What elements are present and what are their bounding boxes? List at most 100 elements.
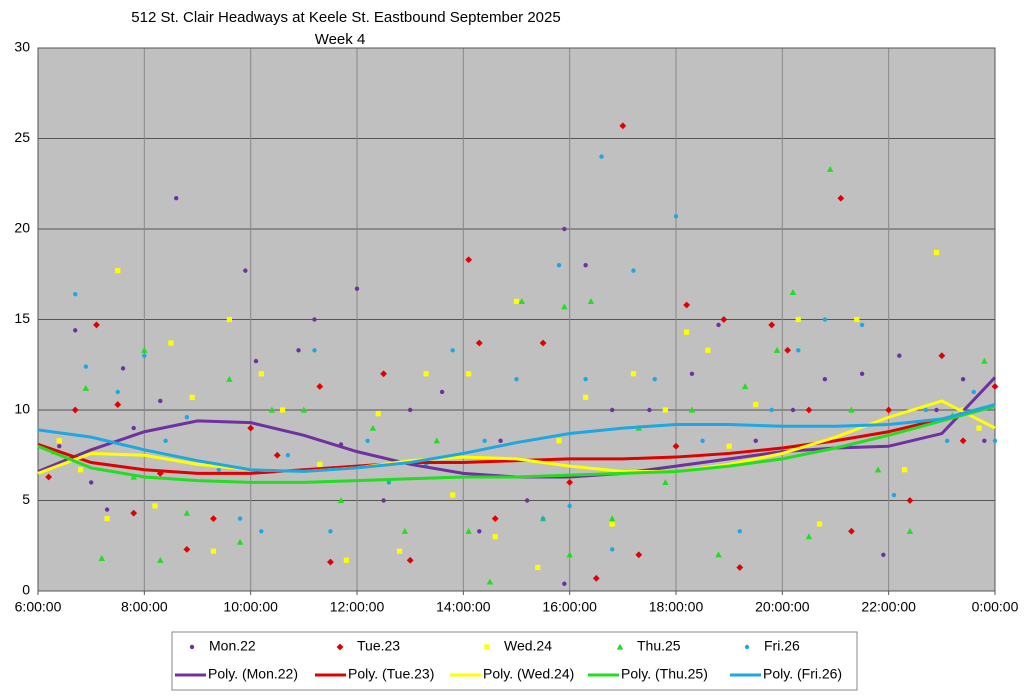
point <box>316 383 324 390</box>
point <box>423 371 429 377</box>
point <box>822 317 828 322</box>
point <box>784 346 792 354</box>
point <box>885 406 893 414</box>
point <box>465 527 472 534</box>
point <box>700 438 705 443</box>
point <box>960 377 966 382</box>
point <box>906 527 914 534</box>
point <box>369 424 377 431</box>
point <box>253 358 259 364</box>
point <box>157 556 164 563</box>
point <box>317 461 323 467</box>
point <box>705 347 711 353</box>
trend-line <box>37 404 996 484</box>
point <box>583 377 588 382</box>
point <box>104 507 110 512</box>
point <box>465 256 473 264</box>
point <box>401 527 409 534</box>
point <box>753 401 759 408</box>
legend-marker <box>616 643 624 650</box>
x-tick-label: 10:00:00 <box>223 599 278 615</box>
point <box>795 316 801 323</box>
point <box>790 407 796 413</box>
point <box>183 545 191 553</box>
point <box>619 122 627 130</box>
point <box>609 515 616 522</box>
legend-marker <box>484 644 490 650</box>
point <box>982 438 987 443</box>
point <box>158 398 163 404</box>
y-tick-label: 20 <box>14 220 30 236</box>
point <box>881 552 886 557</box>
point <box>684 329 690 335</box>
point <box>689 371 695 376</box>
point <box>971 389 976 395</box>
point <box>115 389 120 395</box>
trend-line <box>37 404 996 475</box>
y-tick-label: 0 <box>22 582 30 598</box>
point <box>88 480 94 485</box>
point <box>587 298 595 304</box>
point <box>243 268 248 273</box>
point <box>226 375 233 382</box>
point <box>854 316 860 323</box>
point <box>477 529 482 534</box>
point <box>327 558 334 566</box>
point <box>647 407 652 413</box>
point <box>556 438 562 444</box>
point <box>56 438 62 444</box>
x-tick-label: 16:00:00 <box>542 599 597 615</box>
point <box>688 406 696 413</box>
point <box>610 547 615 552</box>
point <box>837 194 845 202</box>
legend-label: Poly. (Tue.23) <box>348 666 434 682</box>
x-tick-label: 0:00:00 <box>972 599 1019 615</box>
point <box>406 556 414 564</box>
legend-label: Wed.24 <box>504 638 552 654</box>
legend-label: Mon.22 <box>209 638 256 654</box>
point <box>328 529 333 534</box>
point <box>583 394 589 400</box>
point <box>662 479 669 485</box>
x-tick-label: 22:00:00 <box>861 599 916 615</box>
point <box>630 371 637 377</box>
point <box>210 515 217 522</box>
point <box>312 348 317 353</box>
point <box>300 406 308 413</box>
point <box>237 516 243 521</box>
trend-line <box>37 399 996 475</box>
x-tick-label: 20:00:00 <box>755 599 810 615</box>
point <box>535 564 541 571</box>
point <box>183 509 191 516</box>
x-tick-label: 12:00:00 <box>330 599 385 615</box>
point <box>652 377 657 382</box>
point <box>609 521 615 527</box>
point <box>45 473 53 481</box>
point <box>566 551 573 558</box>
chart-subtitle: Week 4 <box>315 31 366 48</box>
point <box>822 377 828 382</box>
point <box>73 328 78 333</box>
point <box>396 548 403 554</box>
point <box>83 364 89 369</box>
point <box>583 263 588 268</box>
point <box>816 521 823 527</box>
x-tick-label: 18:00:00 <box>649 599 704 615</box>
y-tick-label: 5 <box>22 491 30 507</box>
point <box>142 353 147 358</box>
point <box>482 438 487 443</box>
point <box>981 357 988 364</box>
point <box>859 371 865 376</box>
legend-label: Poly. (Fri.26) <box>763 666 842 682</box>
point <box>285 453 291 458</box>
point <box>599 154 604 159</box>
point <box>82 384 90 391</box>
point <box>859 322 865 328</box>
y-tick-label: 15 <box>14 310 30 326</box>
point <box>216 467 221 472</box>
point <box>891 492 897 498</box>
point <box>247 424 255 432</box>
point <box>683 301 691 309</box>
point <box>944 438 950 443</box>
point <box>992 438 998 443</box>
